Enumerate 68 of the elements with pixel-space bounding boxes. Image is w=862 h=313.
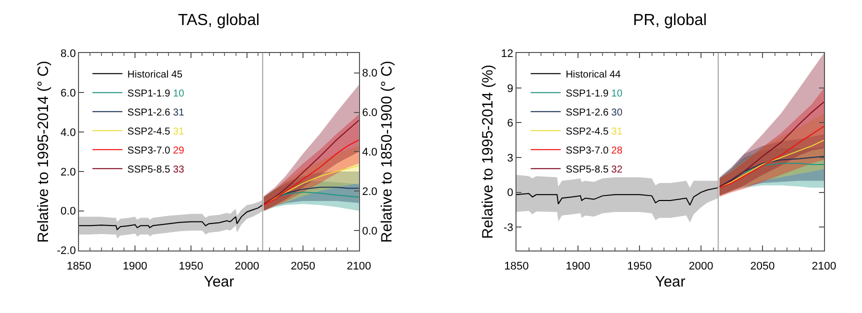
x-tick-label: 2050 xyxy=(750,260,775,273)
x-tick-label: 2100 xyxy=(812,260,836,273)
line-series xyxy=(718,156,824,188)
y2-tick-label: 6.0 xyxy=(362,107,378,120)
legend-label: SSP5-8.5 xyxy=(127,164,170,176)
x-tick-label: 2000 xyxy=(234,260,260,273)
annotation: 31 xyxy=(173,107,185,118)
x-tick-label: 1950 xyxy=(178,260,204,273)
x-tick-label: 1850 xyxy=(66,260,92,273)
y-tick-label: -3 xyxy=(503,222,514,234)
y-tick-label: 8.0 xyxy=(60,48,76,60)
legend-label: Historical xyxy=(566,69,607,80)
y-tick-label: 0.0 xyxy=(60,206,76,218)
annotation: 45 xyxy=(171,69,183,80)
y2-tick-label: 0.0 xyxy=(362,225,378,238)
x-tick-label: 2000 xyxy=(688,260,714,273)
x-tick-label: 2050 xyxy=(290,260,316,273)
y-tick-label: 0 xyxy=(507,187,514,200)
x-tick-label: 2100 xyxy=(346,260,372,273)
y-tick-label: 6 xyxy=(507,118,514,130)
legend-label: SSP1-2.6 xyxy=(566,107,609,118)
annotation: 32 xyxy=(611,164,623,176)
legend-label: SSP1-2.6 xyxy=(127,107,170,118)
annotation: 28 xyxy=(611,145,623,156)
annotation: 31 xyxy=(173,126,185,138)
annotation: 33 xyxy=(173,164,185,176)
annotation: 10 xyxy=(611,88,623,100)
x-axis-title: Year xyxy=(655,274,686,291)
y-axis-title: Relative to 1995-2014 (° C) xyxy=(35,60,52,243)
annotation: 29 xyxy=(173,145,185,156)
line-series xyxy=(718,126,824,188)
x-axis-title: Year xyxy=(204,274,234,291)
y-tick-label: 12 xyxy=(501,48,514,60)
annotation: 10 xyxy=(173,88,185,100)
y-tick-label: -2.0 xyxy=(56,245,76,258)
y2-tick-label: 8.0 xyxy=(362,68,378,80)
line-series xyxy=(516,187,719,206)
line-series xyxy=(718,140,824,188)
legend-label: SSP1-1.9 xyxy=(566,88,609,100)
y2-tick-label: 4.0 xyxy=(362,146,378,159)
x-tick-label: 1900 xyxy=(566,260,590,273)
annotation: 30 xyxy=(611,107,623,118)
line-series xyxy=(79,204,264,230)
y2-tick-label: 2.0 xyxy=(362,186,378,198)
annotation: 44 xyxy=(610,69,622,80)
legend-label: SSP2-4.5 xyxy=(566,126,609,138)
y-tick-label: 3 xyxy=(507,152,514,164)
y2-axis-title: Relative to 1850-1900 (° C) xyxy=(378,60,396,243)
line-series xyxy=(718,101,824,188)
chart-title: TAS, global xyxy=(178,12,260,29)
y-tick-label: 4.0 xyxy=(60,126,76,139)
line-series xyxy=(263,139,359,206)
legend-label: SSP5-8.5 xyxy=(566,164,609,176)
x-tick-label: 1950 xyxy=(627,260,652,273)
annotation: 31 xyxy=(611,126,623,138)
line-series xyxy=(718,162,824,188)
x-tick-label: 1900 xyxy=(122,260,148,273)
y-tick-label: 9 xyxy=(507,82,514,95)
legend-label: SSP3-7.0 xyxy=(566,145,609,156)
chart-title: PR, global xyxy=(633,12,707,29)
legend-label: SSP3-7.0 xyxy=(127,145,170,156)
legend-label: SSP2-4.5 xyxy=(127,126,170,138)
legend-label: SSP1-1.9 xyxy=(127,88,170,100)
legend-label: Historical xyxy=(127,69,169,80)
y-axis-title: Relative to 1995-2014 (%) xyxy=(479,64,496,239)
y-tick-label: 6.0 xyxy=(60,87,76,100)
y-tick-label: 2.0 xyxy=(60,166,76,178)
x-tick-label: 1850 xyxy=(504,260,529,273)
